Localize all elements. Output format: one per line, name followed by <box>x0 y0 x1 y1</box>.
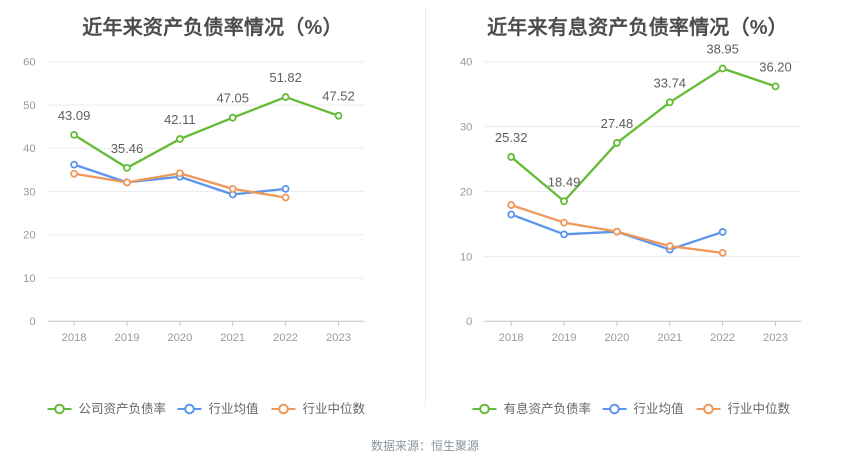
svg-text:10: 10 <box>23 273 35 285</box>
svg-text:35.46: 35.46 <box>111 141 144 156</box>
svg-text:2020: 2020 <box>167 332 192 344</box>
svg-text:30: 30 <box>460 122 472 134</box>
svg-text:47.52: 47.52 <box>322 89 355 104</box>
svg-text:行业中位数: 行业中位数 <box>303 401 366 416</box>
svg-text:行业均值: 行业均值 <box>634 401 684 416</box>
svg-text:40: 40 <box>460 57 472 69</box>
svg-text:20: 20 <box>460 186 472 198</box>
svg-text:2022: 2022 <box>273 332 298 344</box>
svg-text:行业中位数: 行业中位数 <box>728 401 791 416</box>
svg-text:38.95: 38.95 <box>706 42 739 57</box>
svg-text:2018: 2018 <box>62 332 87 344</box>
svg-text:60: 60 <box>23 57 35 69</box>
svg-text:2020: 2020 <box>604 332 629 344</box>
svg-text:0: 0 <box>466 316 472 328</box>
svg-text:公司资产负债率: 公司资产负债率 <box>79 401 167 416</box>
svg-text:2022: 2022 <box>710 332 735 344</box>
svg-text:2021: 2021 <box>657 332 682 344</box>
svg-text:30: 30 <box>23 186 35 198</box>
svg-text:行业均值: 行业均值 <box>209 401 259 416</box>
svg-text:2019: 2019 <box>552 332 577 344</box>
svg-text:2021: 2021 <box>220 332 245 344</box>
svg-text:2019: 2019 <box>115 332 140 344</box>
svg-text:20: 20 <box>23 230 35 242</box>
svg-text:0: 0 <box>29 316 35 328</box>
svg-text:18.49: 18.49 <box>548 174 581 189</box>
svg-text:42.11: 42.11 <box>164 112 196 127</box>
svg-text:10: 10 <box>460 251 472 263</box>
svg-text:43.09: 43.09 <box>58 108 91 123</box>
svg-text:2018: 2018 <box>499 332 524 344</box>
svg-text:47.05: 47.05 <box>216 91 249 106</box>
svg-text:25.32: 25.32 <box>495 130 528 145</box>
svg-text:40: 40 <box>23 143 35 155</box>
svg-text:2023: 2023 <box>326 332 351 344</box>
svg-text:51.82: 51.82 <box>269 70 302 85</box>
svg-text:36.20: 36.20 <box>759 59 792 74</box>
svg-text:有息资产负债率: 有息资产负债率 <box>504 401 592 416</box>
svg-text:50: 50 <box>23 100 35 112</box>
svg-text:33.74: 33.74 <box>654 75 687 90</box>
svg-text:2023: 2023 <box>763 332 788 344</box>
svg-text:27.48: 27.48 <box>601 116 634 131</box>
